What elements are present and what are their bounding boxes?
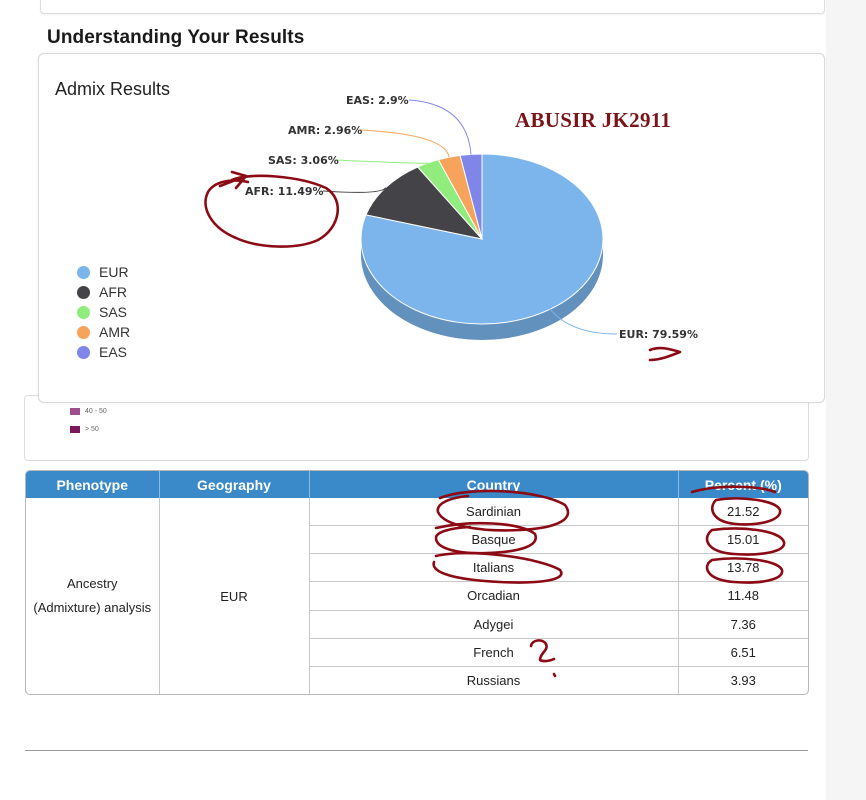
map-legend-swatch (70, 426, 80, 433)
legend-label: EAS (99, 344, 128, 360)
pie-connector-afr (322, 187, 387, 193)
legend-item-eur[interactable]: EUR (77, 262, 130, 282)
table-row: Adygei 7.36 (26, 609, 808, 639)
legend-label: AMR (99, 324, 131, 340)
pie-chart: EUR: 79.59% AFR: 11.49% SAS: 3.06% AMR: 2.9… (245, 94, 698, 341)
header-phenotype: Phenotype (26, 471, 160, 498)
map-legend-row-1: 40 - 50 (70, 408, 107, 415)
legend-item-eas[interactable]: EAS (77, 342, 130, 362)
pie-connector-eas (408, 99, 472, 155)
admix-chart-card: Admix Results ABUSIR JK2911 EUR: 79.59% A… (38, 53, 825, 403)
bottom-divider (25, 750, 808, 751)
pie-label-afr: AFR: 11.49% (245, 185, 324, 198)
percent-cell: 6.51 (678, 637, 808, 667)
pie-connector-sas (334, 159, 428, 164)
pie-label-amr: AMR: 2.96% (288, 124, 362, 137)
legend-marker (77, 325, 90, 339)
map-card: 40 - 50 > 50 (24, 395, 809, 461)
previous-card (40, 0, 825, 14)
percent-cell: 13.78 (678, 553, 808, 582)
country-cell: Adygei (309, 609, 679, 639)
legend-marker (77, 265, 90, 279)
legend-marker (77, 305, 90, 319)
percent-cell: 3.93 (678, 665, 808, 694)
percent-cell: 7.36 (678, 609, 808, 639)
legend-marker (77, 285, 90, 299)
pie-side-eur (361, 239, 603, 340)
percent-cell: 15.01 (678, 525, 808, 554)
table-header-row: Phenotype Geography Country Percent (%) (26, 471, 808, 498)
country-cell: Italians (309, 553, 679, 582)
map-legend-label: 40 - 50 (85, 408, 107, 415)
map-legend-label: > 50 (85, 426, 99, 433)
pie-label-eas: EAS: 2.9% (346, 94, 409, 107)
country-cell: Orcadian (309, 581, 679, 611)
header-geography: Geography (159, 471, 310, 498)
percent-cell: 21.52 (726, 504, 760, 520)
legend-marker (77, 345, 90, 359)
country-cell: Sardinian (309, 498, 679, 526)
pie-label-sas: SAS: 3.06% (268, 154, 339, 167)
right-gray-strip (826, 0, 866, 800)
legend-item-sas[interactable]: SAS (77, 302, 130, 322)
table-row: Ancestry (Admixture) analysis EUR Sardinian… (26, 498, 808, 694)
legend-item-afr[interactable]: AFR (77, 282, 130, 302)
map-legend-row-2: > 50 (70, 426, 99, 433)
country-cell: Basque (309, 525, 679, 554)
chart-title: Admix Results (55, 79, 171, 99)
legend-label: SAS (99, 304, 128, 320)
section-title: Understanding Your Results (47, 27, 305, 48)
pie-connector-eur (545, 303, 618, 335)
pie-connector-amr (358, 129, 450, 158)
geography-cell: EUR (159, 498, 310, 694)
country-cell: Russians (309, 665, 679, 694)
phenotype-cell: Ancestry (Admixture) analysis (26, 498, 160, 694)
chart-legend: EUR AFR SAS AMR EAS (77, 262, 130, 362)
percent-cell: 11.48 (678, 581, 808, 611)
header-percent: Percent (%) (678, 471, 808, 498)
phenotype-line1: Ancestry (66, 576, 118, 591)
legend-label: EUR (99, 264, 129, 280)
pie-label-eur: EUR: 79.59% (619, 328, 698, 341)
header-country: Country (309, 471, 679, 498)
results-table: Phenotype Geography Country Percent (%) … (25, 470, 809, 695)
watermark-text: ABUSIR JK2911 (515, 108, 672, 132)
phenotype-line2: (Admixture) analysis (33, 600, 152, 615)
legend-item-amr[interactable]: AMR (77, 322, 130, 342)
map-legend-swatch (70, 408, 80, 415)
table-row: French 6.51 (26, 637, 808, 667)
table-row: Russians 3.93 (26, 665, 808, 694)
legend-label: AFR (99, 284, 127, 300)
country-cell: French (309, 637, 679, 667)
